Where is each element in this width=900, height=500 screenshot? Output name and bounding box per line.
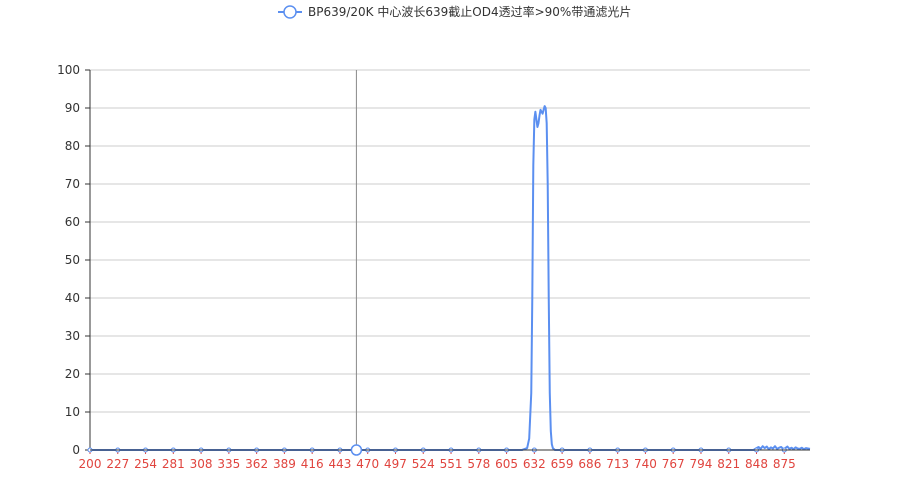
- y-tick-label: 50: [65, 253, 80, 267]
- x-tick-label: 605: [495, 457, 518, 471]
- y-tick-label: 10: [65, 405, 80, 419]
- hover-point[interactable]: [350, 444, 363, 456]
- x-tick-label: 389: [273, 457, 296, 471]
- x-tick-label: 686: [578, 457, 601, 471]
- y-tick-label: 60: [65, 215, 80, 229]
- series-line: [90, 105, 811, 451]
- x-tick-label: 551: [440, 457, 463, 471]
- y-tick-label: 90: [65, 101, 80, 115]
- x-tick-label: 470: [356, 457, 379, 471]
- x-tick-label: 848: [745, 457, 768, 471]
- x-tick-label: 362: [245, 457, 268, 471]
- x-tick-label: 713: [606, 457, 629, 471]
- x-tick-label: 254: [134, 457, 157, 471]
- y-tick-label: 100: [57, 63, 80, 77]
- x-tick-label: 524: [412, 457, 435, 471]
- x-tick-label: 794: [690, 457, 713, 471]
- x-tick-label: 767: [662, 457, 685, 471]
- x-tick-label: 335: [217, 457, 240, 471]
- y-tick-label: 20: [65, 367, 80, 381]
- x-tick-label: 281: [162, 457, 185, 471]
- legend-label[interactable]: BP639/20K 中心波长639截止OD4透过率>90%带通滤光片: [308, 4, 631, 19]
- x-tick-label: 632: [523, 457, 546, 471]
- x-tick-label: 875: [773, 457, 796, 471]
- x-tick-label: 740: [634, 457, 657, 471]
- y-tick-label: 30: [65, 329, 80, 343]
- y-tick-label: 80: [65, 139, 80, 153]
- x-tick-label: 497: [384, 457, 407, 471]
- x-tick-label: 416: [301, 457, 324, 471]
- x-tick-label: 578: [467, 457, 490, 471]
- x-tick-label: 227: [106, 457, 129, 471]
- x-tick-label: 443: [328, 457, 351, 471]
- x-tick-label: 821: [717, 457, 740, 471]
- y-tick-label: 70: [65, 177, 80, 191]
- x-tick-label: 200: [79, 457, 102, 471]
- x-tick-label: 308: [190, 457, 213, 471]
- legend-swatch-marker[interactable]: [283, 5, 297, 19]
- y-tick-label: 0: [72, 443, 80, 457]
- x-tick-label: 659: [551, 457, 574, 471]
- y-tick-label: 40: [65, 291, 80, 305]
